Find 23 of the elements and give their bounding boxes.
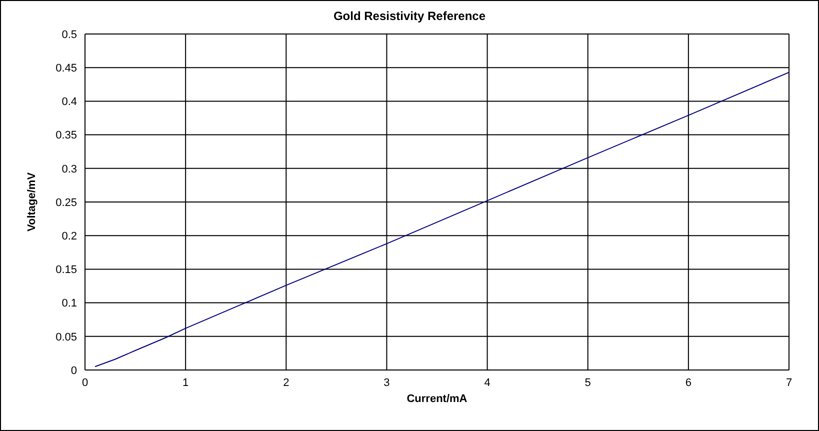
x-tick-label: 1 xyxy=(182,376,189,389)
y-tick-label: 0.1 xyxy=(62,298,77,310)
x-tick-label: 7 xyxy=(786,376,792,389)
x-tick-label: 0 xyxy=(82,376,88,389)
chart-title: Gold Resistivity Reference xyxy=(332,9,487,23)
x-axis-title: Current/mA xyxy=(406,393,468,405)
x-tick-label: 4 xyxy=(484,376,490,389)
y-tick-label: 0.25 xyxy=(56,196,77,209)
y-tick-label: 0.45 xyxy=(56,62,77,75)
y-tick-label: 0.15 xyxy=(56,264,77,276)
y-tick-label: 0.4 xyxy=(62,96,77,108)
y-tick-label: 0.35 xyxy=(56,130,77,142)
x-tick-label: 2 xyxy=(283,376,290,389)
y-axis-title: Voltage/mV xyxy=(26,172,38,232)
y-tick-label: 0.05 xyxy=(56,331,77,344)
x-tick-label: 5 xyxy=(584,376,591,389)
line-series xyxy=(94,72,789,368)
y-tick-label: 0.2 xyxy=(62,230,77,243)
y-tick-label: 0.5 xyxy=(62,28,77,41)
y-tick-label: 0 xyxy=(70,364,77,377)
y-tick-label: 0.3 xyxy=(62,163,77,176)
x-tick-label: 6 xyxy=(685,376,692,389)
x-tick-label: 3 xyxy=(384,376,390,389)
